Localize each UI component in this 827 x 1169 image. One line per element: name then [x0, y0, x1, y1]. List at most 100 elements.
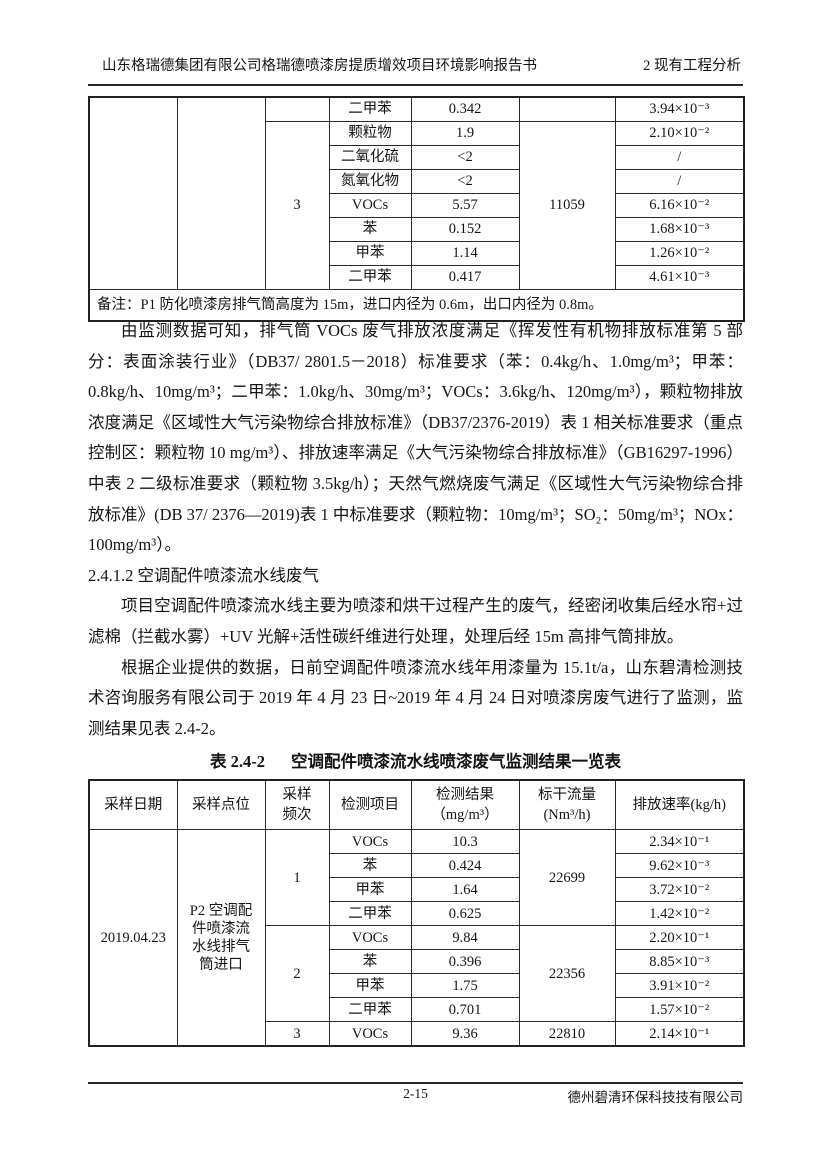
header-chapter-label: 2 现有工程分析	[643, 58, 741, 74]
col-header-flow: 标干流量 (Nm³/h)	[518, 779, 616, 831]
page-footer: 2-15 德州碧清环保科技技有限公司	[88, 1082, 743, 1108]
rate-cell: 2.10×10⁻²	[614, 121, 745, 146]
table-row: 3 VOCs 9.36 22810 2.14×10⁻¹	[89, 1021, 745, 1047]
flow-cell: 22699	[518, 829, 616, 927]
rate-cell: /	[614, 169, 745, 194]
item-cell: 二甲苯	[328, 901, 412, 927]
conc-cell: 0.417	[410, 265, 520, 290]
table-row: 氮氧化物 <2 /	[89, 169, 745, 194]
conc-cell: 1.9	[410, 121, 520, 146]
table-note: 备注：P1 防化喷漆房排气筒高度为 15m，进口内径为 0.6m，出口内径为 0…	[88, 289, 745, 322]
table-row: 2 VOCs 9.84 22356 2.20×10⁻¹	[89, 925, 745, 1023]
flow-cell: 11059	[518, 121, 616, 290]
rate-cell: 3.91×10⁻²	[614, 973, 745, 999]
flow-cell: 22356	[518, 925, 616, 1023]
rate-cell: 2.34×10⁻¹	[614, 829, 745, 855]
table2-title: 表 2.4-2 空调配件喷漆流水线喷漆废气监测结果一览表	[88, 748, 743, 776]
table-row: VOCs 5.57 6.16×10⁻²	[89, 193, 745, 218]
freq-cell: 3	[264, 1021, 330, 1047]
item-cell: 苯	[328, 853, 412, 879]
body-text: 由监测数据可知，排气筒 VOCs 废气排放浓度满足《挥发性有机物排放标准第 5 …	[88, 316, 745, 1048]
rate-cell: 2.14×10⁻¹	[614, 1021, 745, 1047]
table-row: 甲苯 1.75 3.91×10⁻²	[89, 973, 745, 999]
conc-cell: 0.396	[410, 949, 520, 975]
flow-cell: 22810	[518, 1021, 616, 1047]
rate-cell: 3.72×10⁻²	[614, 877, 745, 903]
page-header: 山东格瑞德集团有限公司格瑞德喷漆房提质增效项目环境影响报告书 2 现有工程分析	[88, 54, 743, 86]
page-number: 2-15	[403, 1086, 428, 1101]
freq-cell: 2	[264, 925, 330, 1023]
t1-site-empty-cell	[176, 96, 266, 290]
site-cell: P2 空调配 件喷漆流 水线排气 筒进口	[176, 829, 266, 1047]
conc-cell: 9.84	[410, 925, 520, 951]
header-report-title: 山东格瑞德集团有限公司格瑞德喷漆房提质增效项目环境影响报告书	[102, 58, 537, 74]
table-header-row: 采样日期 采样点位 采样 频次 检测项目 检测结果 （mg/m³） 标干流量 (…	[88, 779, 745, 831]
conc-cell: 1.14	[410, 241, 520, 266]
item-cell: 苯	[328, 949, 412, 975]
footer-inner: 2-15 德州碧清环保科技技有限公司	[88, 1084, 743, 1108]
date-cell: 2019.04.23	[88, 829, 178, 1047]
col-header-site: 采样点位	[176, 779, 266, 831]
item-cell: 甲苯	[328, 241, 412, 266]
conc-cell: 5.57	[410, 193, 520, 218]
item-cell: 苯	[328, 217, 412, 242]
monitoring-table-p2: 采样日期 采样点位 采样 频次 检测项目 检测结果 （mg/m³） 标干流量 (…	[88, 779, 745, 1048]
item-cell: VOCs	[328, 829, 412, 855]
rate-cell: 4.61×10⁻³	[614, 265, 745, 290]
conc-cell: <2	[410, 169, 520, 194]
item-cell: VOCs	[328, 1021, 412, 1047]
table-row: 二甲苯 0.701 1.57×10⁻²	[89, 997, 745, 1023]
item-cell: 二甲苯	[328, 997, 412, 1023]
table2-title-text: 空调配件喷漆流水线喷漆废气监测结果一览表	[291, 752, 621, 772]
conc-cell: 0.342	[410, 96, 520, 122]
t1-date-empty-cell	[88, 96, 178, 290]
table2-title-label: 表 2.4-2	[210, 752, 265, 772]
item-cell: 颗粒物	[328, 121, 412, 146]
rate-cell: 2.20×10⁻¹	[614, 925, 745, 951]
conc-cell: 0.152	[410, 217, 520, 242]
rate-cell: /	[614, 145, 745, 170]
rate-cell: 1.68×10⁻³	[614, 217, 745, 242]
table-row: 苯 0.152 1.68×10⁻³	[89, 217, 745, 242]
table-row: 苯 0.396 8.85×10⁻³	[89, 949, 745, 975]
table-row: 3 颗粒物 1.9 11059 2.10×10⁻²	[89, 121, 745, 290]
table-row: 二甲苯 0.417 4.61×10⁻³	[89, 265, 745, 290]
rate-cell: 1.42×10⁻²	[614, 901, 745, 927]
freq-cell: 3	[264, 121, 330, 290]
paragraph-process: 项目空调配件喷漆流水线主要为喷漆和烘干过程产生的废气，经密闭收集后经水帘+过滤棉…	[88, 596, 743, 646]
table-note-row: 备注：P1 防化喷漆房排气筒高度为 15m，进口内径为 0.6m，出口内径为 0…	[88, 289, 745, 322]
table-row: 甲苯 1.14 1.26×10⁻²	[89, 241, 745, 266]
item-cell: 甲苯	[328, 973, 412, 999]
rate-cell: 3.94×10⁻³	[614, 96, 745, 122]
conc-cell: <2	[410, 145, 520, 170]
rate-cell: 1.57×10⁻²	[614, 997, 745, 1023]
freq-cell: 1	[264, 829, 330, 927]
col-header-date: 采样日期	[88, 779, 178, 831]
item-cell: VOCs	[328, 925, 412, 951]
table-row: 二甲苯 0.342 3.94×10⁻³	[88, 96, 745, 290]
section-heading-2412: 2.4.1.2 空调配件喷漆流水线废气	[88, 565, 319, 585]
item-cell: 氮氧化物	[328, 169, 412, 194]
col-header-result: 检测结果 （mg/m³）	[410, 779, 520, 831]
conc-cell: 0.625	[410, 901, 520, 927]
conc-cell: 0.424	[410, 853, 520, 879]
col-header-rate: 排放速率(kg/h)	[614, 779, 745, 831]
table-row: 二氧化硫 <2 /	[89, 145, 745, 170]
rate-cell: 6.16×10⁻²	[614, 193, 745, 218]
conc-cell: 0.701	[410, 997, 520, 1023]
footer-company: 德州碧清环保科技技有限公司	[567, 1090, 744, 1105]
rate-cell: 9.62×10⁻³	[614, 853, 745, 879]
item-cell: 二甲苯	[328, 96, 412, 122]
conc-cell: 9.36	[410, 1021, 520, 1047]
conc-cell: 10.3	[410, 829, 520, 855]
rate-cell: 1.26×10⁻²	[614, 241, 745, 266]
item-cell: 二甲苯	[328, 265, 412, 290]
rate-cell: 8.85×10⁻³	[614, 949, 745, 975]
conc-cell: 1.64	[410, 877, 520, 903]
col-header-freq: 采样 频次	[264, 779, 330, 831]
item-cell: 甲苯	[328, 877, 412, 903]
table-row: 二甲苯 0.625 1.42×10⁻²	[89, 901, 745, 927]
t1-freq-empty-cell	[264, 96, 330, 122]
table-row: 2019.04.23 P2 空调配 件喷漆流 水线排气 筒进口 1 VOCs 1…	[88, 829, 745, 1047]
paragraph-standards: 由监测数据可知，排气筒 VOCs 废气排放浓度满足《挥发性有机物排放标准第 5 …	[88, 321, 743, 555]
